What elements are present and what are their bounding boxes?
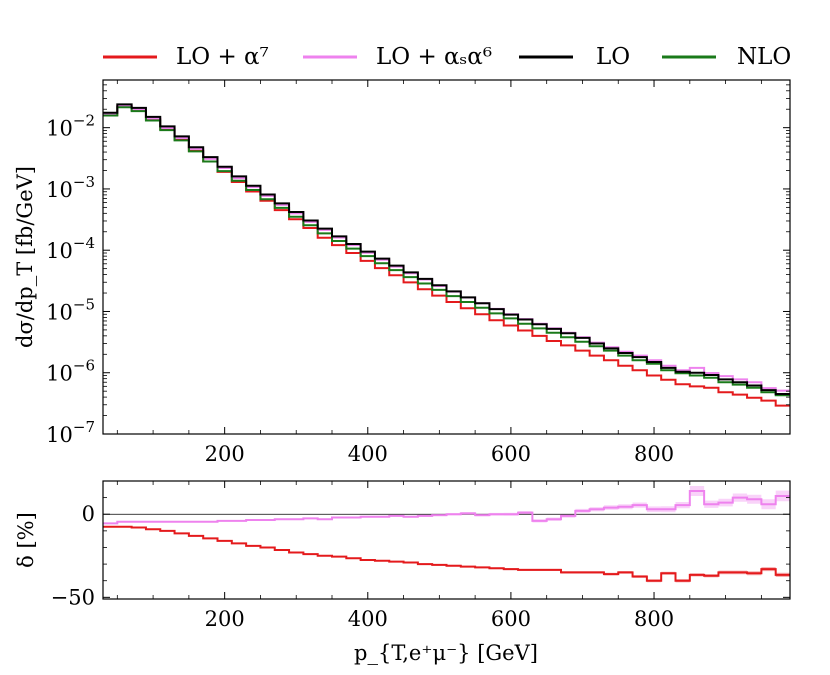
x-axis-title: p_{T,e⁺μ⁻} [GeV] — [354, 641, 538, 665]
main-y-tick-label: 10−2 — [46, 112, 95, 141]
main-y-tick-label: 10−7 — [46, 418, 95, 447]
ratio-band-lo — [103, 526, 790, 583]
legend-label-lo-alpha7: LO + α⁷ — [176, 44, 269, 70]
main-series-lo — [103, 105, 790, 407]
ratio-y-tick-label: −50 — [51, 585, 95, 609]
ratio-panel: 0 −50 200 400 600 800 δ [%] p_{T,e⁺μ⁻} [GeV] — [14, 480, 791, 665]
main-series-nlo — [103, 106, 790, 397]
ratio-x-ticks: 200 400 600 800 — [116, 481, 762, 631]
ratio-x-tick-label: 200 — [205, 607, 245, 631]
main-x-tick-label: 400 — [348, 442, 388, 466]
main-y-ticks: 10−7 10−6 10−5 10−4 10−3 10−2 — [46, 79, 790, 447]
ratio-x-tick-label: 400 — [348, 607, 388, 631]
main-series-group — [103, 103, 790, 407]
ratio-series-lo — [103, 525, 790, 582]
legend: LO + α⁷ LO + αₛα⁶ LO NLO — [103, 44, 791, 70]
main-series-lo — [103, 104, 790, 392]
main-plot-frame — [102, 79, 791, 435]
main-y-tick-label: 10−6 — [46, 357, 95, 386]
ratio-y-axis-title: δ [%] — [14, 512, 38, 568]
ratio-y-ticks: 0 −50 — [51, 497, 790, 609]
ratio-x-tick-label: 600 — [491, 607, 531, 631]
main-y-axis-title: dσ/dp_T [fb/GeV] — [13, 166, 37, 348]
main-x-ticks: 200 400 600 800 — [116, 80, 762, 466]
ratio-x-tick-label: 800 — [634, 607, 674, 631]
main-panel: 10−7 10−6 10−5 10−4 10−3 10−2 200 400 600 800 dσ… — [13, 79, 791, 466]
legend-label-lo-alphas-alpha6: LO + αₛα⁶ — [376, 44, 492, 70]
main-x-tick-label: 200 — [205, 442, 245, 466]
main-x-tick-label: 600 — [491, 442, 531, 466]
legend-label-nlo: NLO — [737, 44, 791, 70]
ratio-bands-group — [103, 485, 790, 583]
ratio-y-tick-label: 0 — [82, 502, 95, 526]
ratio-series-lo — [103, 489, 790, 525]
main-series-lo — [103, 103, 790, 395]
legend-label-lo: LO — [596, 44, 630, 70]
main-y-tick-label: 10−3 — [46, 173, 95, 202]
main-y-tick-label: 10−4 — [46, 234, 95, 263]
main-x-tick-label: 800 — [634, 442, 674, 466]
ratio-series-group — [103, 489, 790, 582]
main-y-tick-label: 10−5 — [46, 295, 95, 324]
ratio-plot-frame — [102, 480, 791, 600]
